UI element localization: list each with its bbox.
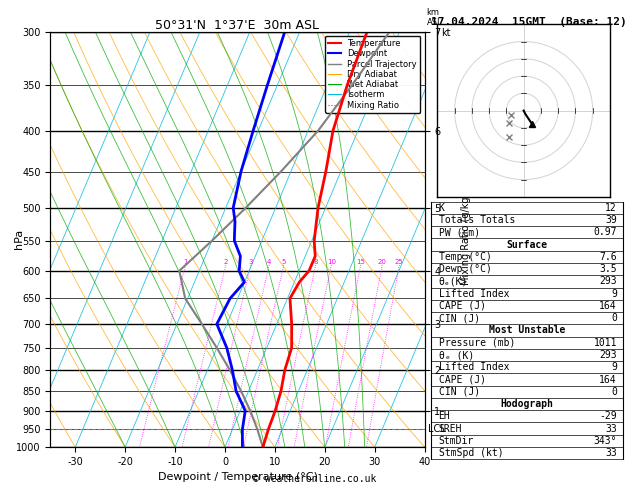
Text: © weatheronline.co.uk: © weatheronline.co.uk xyxy=(253,473,376,484)
Text: 9: 9 xyxy=(611,289,617,299)
Text: 164: 164 xyxy=(599,375,617,384)
Text: 0.97: 0.97 xyxy=(593,227,617,237)
Text: 33: 33 xyxy=(605,448,617,458)
Text: Temp (°C): Temp (°C) xyxy=(438,252,491,262)
Text: CIN (J): CIN (J) xyxy=(438,387,480,397)
Text: 9: 9 xyxy=(611,362,617,372)
Text: 164: 164 xyxy=(599,301,617,311)
Text: PW (cm): PW (cm) xyxy=(438,227,480,237)
Text: 0: 0 xyxy=(611,387,617,397)
Text: θₑ(K): θₑ(K) xyxy=(438,277,468,286)
Text: Mixing Ratio (g/kg): Mixing Ratio (g/kg) xyxy=(461,193,470,285)
Text: Lifted Index: Lifted Index xyxy=(438,289,509,299)
Text: -29: -29 xyxy=(599,411,617,421)
Text: θₑ (K): θₑ (K) xyxy=(438,350,474,360)
Text: 4: 4 xyxy=(267,259,271,265)
Text: 8: 8 xyxy=(313,259,318,265)
Text: 10: 10 xyxy=(327,259,336,265)
Text: 293: 293 xyxy=(599,350,617,360)
Text: StmDir: StmDir xyxy=(438,436,474,446)
Text: K: K xyxy=(438,203,445,213)
Text: Totals Totals: Totals Totals xyxy=(438,215,515,225)
Text: EH: EH xyxy=(438,411,450,421)
Text: Surface: Surface xyxy=(506,240,547,250)
Text: SREH: SREH xyxy=(438,424,462,434)
Text: Hodograph: Hodograph xyxy=(500,399,554,409)
Text: 3: 3 xyxy=(248,259,253,265)
Text: CAPE (J): CAPE (J) xyxy=(438,301,486,311)
X-axis label: Dewpoint / Temperature (°C): Dewpoint / Temperature (°C) xyxy=(157,472,318,483)
Text: Most Unstable: Most Unstable xyxy=(489,326,565,335)
Text: Lifted Index: Lifted Index xyxy=(438,362,509,372)
Text: 1: 1 xyxy=(183,259,188,265)
Text: StmSpd (kt): StmSpd (kt) xyxy=(438,448,503,458)
Legend: Temperature, Dewpoint, Parcel Trajectory, Dry Adiabat, Wet Adiabat, Isotherm, Mi: Temperature, Dewpoint, Parcel Trajectory… xyxy=(325,36,420,113)
Text: 20: 20 xyxy=(378,259,387,265)
Text: 293: 293 xyxy=(599,277,617,286)
Text: 5: 5 xyxy=(282,259,286,265)
Text: 1011: 1011 xyxy=(593,338,617,348)
Text: 3.5: 3.5 xyxy=(599,264,617,274)
Text: kt: kt xyxy=(441,28,450,38)
Text: 25: 25 xyxy=(395,259,404,265)
Text: LCL: LCL xyxy=(428,424,446,434)
Text: Dewp (°C): Dewp (°C) xyxy=(438,264,491,274)
Text: 17.04.2024  15GMT  (Base: 12): 17.04.2024 15GMT (Base: 12) xyxy=(431,17,626,27)
Text: 39: 39 xyxy=(605,215,617,225)
Text: hPa: hPa xyxy=(13,229,23,249)
Text: Pressure (mb): Pressure (mb) xyxy=(438,338,515,348)
Text: 343°: 343° xyxy=(593,436,617,446)
Text: CIN (J): CIN (J) xyxy=(438,313,480,323)
Text: 2: 2 xyxy=(224,259,228,265)
Text: 33: 33 xyxy=(605,424,617,434)
Title: 50°31'N  1°37'E  30m ASL: 50°31'N 1°37'E 30m ASL xyxy=(155,18,320,32)
Text: km
ASL: km ASL xyxy=(426,8,442,27)
Text: 12: 12 xyxy=(605,203,617,213)
Text: CAPE (J): CAPE (J) xyxy=(438,375,486,384)
Text: 7.6: 7.6 xyxy=(599,252,617,262)
Text: 15: 15 xyxy=(356,259,365,265)
Text: 0: 0 xyxy=(611,313,617,323)
